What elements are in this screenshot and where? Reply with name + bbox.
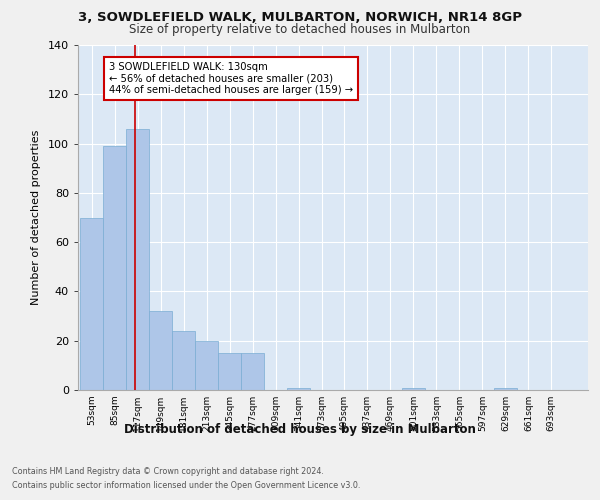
Bar — [195, 340, 218, 390]
Text: Contains public sector information licensed under the Open Government Licence v3: Contains public sector information licen… — [12, 481, 361, 490]
Bar — [80, 218, 103, 390]
Bar — [149, 311, 172, 390]
Text: 3 SOWDLEFIELD WALK: 130sqm
← 56% of detached houses are smaller (203)
44% of sem: 3 SOWDLEFIELD WALK: 130sqm ← 56% of deta… — [109, 62, 353, 96]
Bar — [172, 331, 195, 390]
Text: Contains HM Land Registry data © Crown copyright and database right 2024.: Contains HM Land Registry data © Crown c… — [12, 468, 324, 476]
Text: 3, SOWDLEFIELD WALK, MULBARTON, NORWICH, NR14 8GP: 3, SOWDLEFIELD WALK, MULBARTON, NORWICH,… — [78, 11, 522, 24]
Bar — [402, 388, 425, 390]
Bar — [127, 129, 149, 390]
Bar — [241, 353, 264, 390]
Text: Size of property relative to detached houses in Mulbarton: Size of property relative to detached ho… — [130, 22, 470, 36]
Bar — [287, 388, 310, 390]
Bar — [103, 146, 126, 390]
Y-axis label: Number of detached properties: Number of detached properties — [31, 130, 41, 305]
Text: Distribution of detached houses by size in Mulbarton: Distribution of detached houses by size … — [124, 422, 476, 436]
Bar — [494, 388, 517, 390]
Bar — [218, 353, 241, 390]
